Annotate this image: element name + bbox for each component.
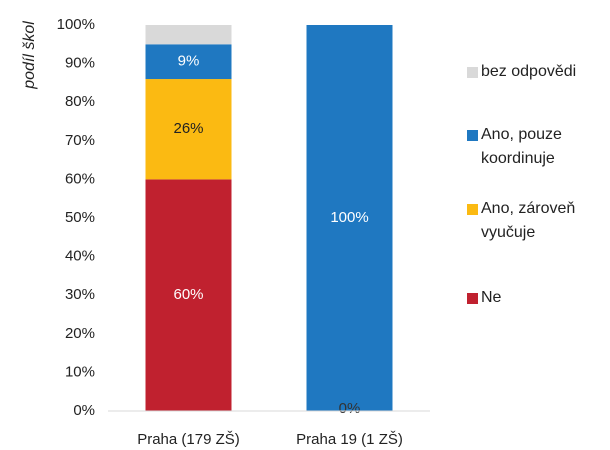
y-tick-label: 20%	[65, 325, 95, 342]
legend-swatch	[467, 204, 478, 215]
y-tick-label: 70%	[65, 132, 95, 149]
data-label: 100%	[330, 209, 368, 226]
y-tick-label: 10%	[65, 363, 95, 380]
legend-swatch	[467, 67, 478, 78]
y-tick-label: 90%	[65, 55, 95, 72]
y-axis-label: podíl škol	[21, 21, 38, 90]
bar-segment	[306, 25, 393, 411]
y-tick-label: 30%	[65, 286, 95, 303]
data-label: 60%	[173, 286, 203, 303]
y-tick-label: 100%	[57, 16, 95, 33]
y-tick-label: 80%	[65, 93, 95, 110]
legend-label: Ano, pouze koordinuje	[481, 126, 562, 167]
legend-item: Ne	[467, 286, 607, 310]
data-label: 26%	[173, 120, 203, 137]
data-label: 0%	[339, 400, 361, 417]
y-tick-label: 50%	[65, 209, 95, 226]
x-tick-label: Praha 19 (1 ZŠ)	[296, 431, 403, 448]
legend-swatch	[467, 293, 478, 304]
legend-label: Ne	[481, 289, 502, 306]
y-tick-label: 60%	[65, 170, 95, 187]
y-tick-label: 40%	[65, 248, 95, 265]
data-label: 9%	[178, 53, 200, 70]
legend-item: Ano, pouze koordinuje	[467, 123, 607, 171]
x-tick-label: Praha (179 ZŠ)	[137, 431, 240, 448]
y-tick-label: 0%	[73, 402, 95, 419]
bar-segment	[145, 44, 232, 80]
legend-swatch	[467, 130, 478, 141]
bar-segment	[145, 79, 232, 180]
legend-item: bez odpovědi	[467, 60, 607, 84]
bar-segment	[145, 25, 232, 45]
bar-segment	[145, 179, 232, 411]
legend-label: bez odpovědi	[481, 63, 577, 80]
legend-item: Ano, zároveň vyučuje	[467, 197, 607, 245]
legend-label: Ano, zároveň vyučuje	[481, 200, 576, 241]
